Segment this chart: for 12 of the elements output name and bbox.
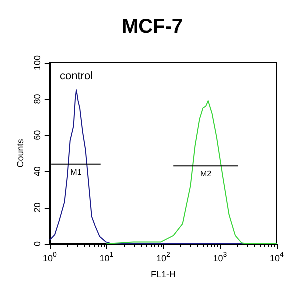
y-tick-label: 0 — [32, 241, 42, 247]
y-tick-label: 20 — [32, 202, 42, 213]
annotation: control — [60, 70, 94, 82]
series-label: M1 — [70, 168, 82, 177]
chart-title: MCF-7 — [122, 16, 184, 38]
y-tick-label: 40 — [32, 166, 42, 177]
y-tick-label: 80 — [32, 94, 42, 104]
series-label: M2 — [200, 170, 212, 179]
y-tick-label: 60 — [32, 130, 42, 140]
y-tick-label: 100 — [32, 55, 42, 71]
y-axis-title: Counts — [16, 138, 26, 168]
x-axis-title: FL1-H — [150, 270, 176, 280]
